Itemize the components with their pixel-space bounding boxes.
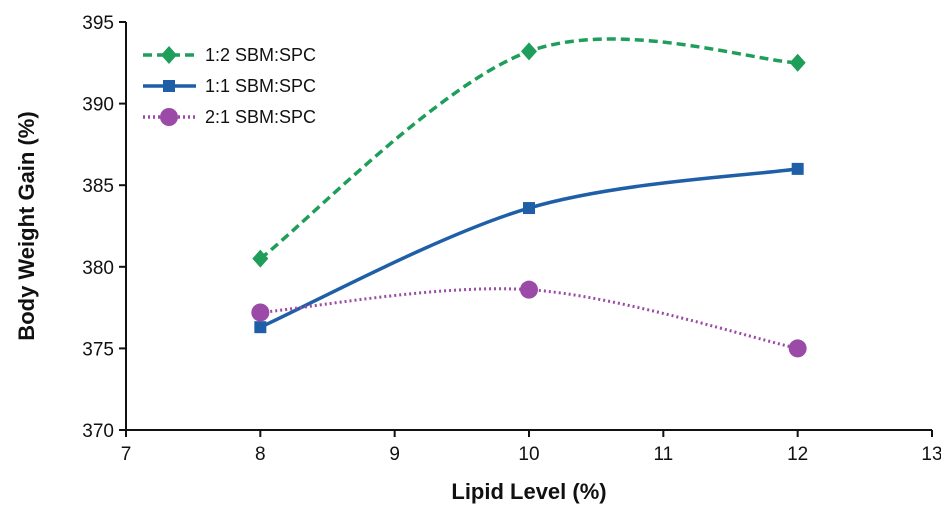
series-line	[259, 37, 798, 261]
series-layer	[251, 37, 807, 358]
legend-marker	[160, 108, 178, 126]
legend-label: 2:1 SBM:SPC	[205, 107, 316, 127]
y-tick-label: 385	[82, 176, 114, 197]
y-axis-title: Body Weight Gain (%)	[14, 111, 39, 340]
x-tick-label: 12	[787, 444, 808, 465]
x-tick-label: 13	[921, 444, 941, 465]
y-tick-label: 395	[82, 13, 114, 34]
legend-label: 1:2 SBM:SPC	[205, 45, 316, 65]
legend-item: 1:2 SBM:SPC	[143, 45, 316, 65]
legend: 1:2 SBM:SPC 1:1 SBM:SPC 2:1 SBM:SPC	[143, 45, 316, 127]
x-tick-label: 10	[518, 444, 539, 465]
data-point	[789, 53, 806, 72]
data-point	[520, 280, 538, 299]
data-point	[523, 202, 535, 215]
legend-item: 1:1 SBM:SPC	[143, 76, 316, 96]
legend-marker	[161, 46, 177, 64]
data-point	[788, 339, 807, 358]
y-tick-label: 370	[82, 421, 114, 442]
data-point	[252, 249, 269, 268]
ticks: 370 375 380 385 390 395 7 8 9 10 11 12 13	[82, 13, 941, 465]
y-tick-label: 375	[82, 339, 114, 360]
data-point	[791, 162, 804, 175]
series-1	[252, 37, 806, 268]
x-tick-label: 9	[389, 444, 400, 465]
series-3	[251, 280, 807, 358]
x-tick-label: 7	[121, 444, 132, 465]
x-tick-label: 8	[255, 444, 266, 465]
legend-item: 2:1 SBM:SPC	[143, 107, 316, 127]
legend-marker	[163, 80, 175, 92]
data-point	[521, 42, 537, 61]
series-2	[254, 162, 804, 334]
x-axis-title: Lipid Level (%)	[451, 479, 606, 504]
y-tick-label: 380	[82, 258, 114, 279]
y-tick-label: 390	[82, 95, 114, 116]
data-point	[251, 303, 270, 322]
legend-label: 1:1 SBM:SPC	[205, 76, 316, 96]
data-point	[254, 321, 267, 334]
x-tick-label: 11	[653, 444, 673, 465]
